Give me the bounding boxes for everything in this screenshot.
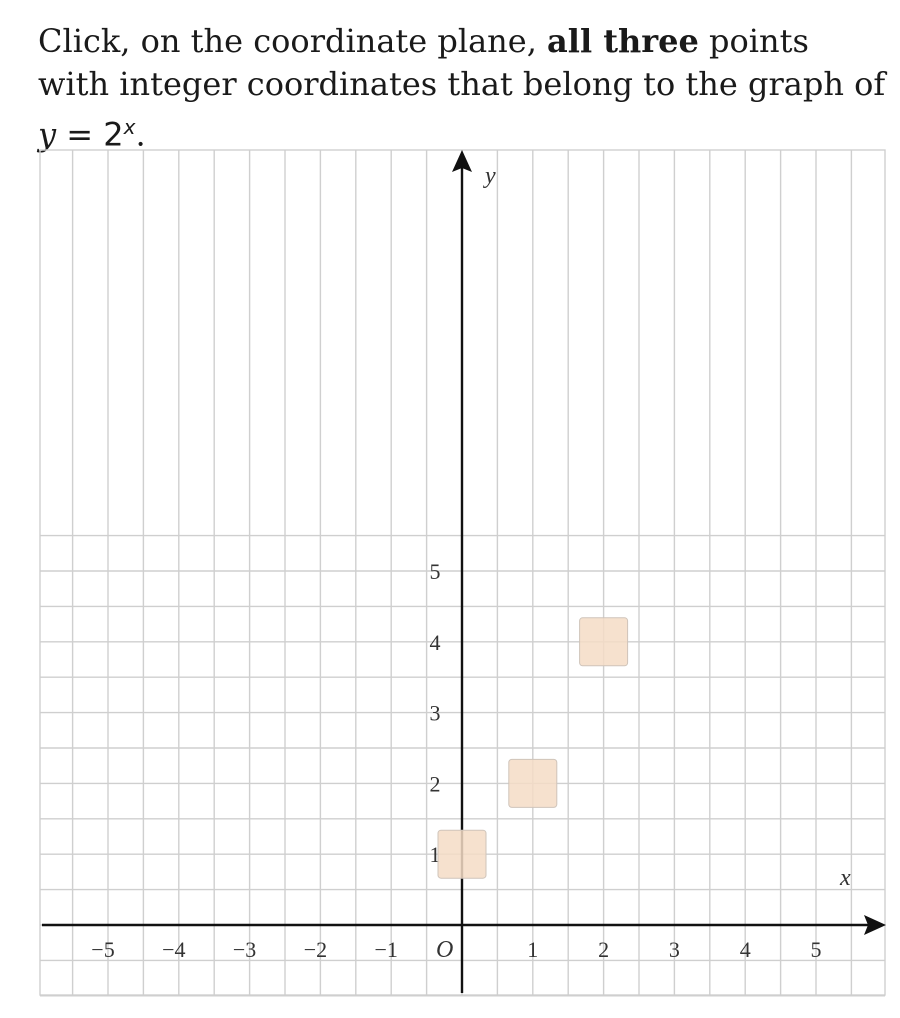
- origin-label: O: [436, 937, 453, 963]
- question-text-before: Click, on the coordinate plane,: [38, 22, 548, 60]
- x-tick-label: 3: [669, 937, 680, 962]
- x-tick-label: −2: [304, 937, 327, 962]
- y-axis-arrow: [452, 150, 472, 172]
- y-tick-label: 1: [430, 842, 441, 867]
- function-exponent: x: [123, 115, 136, 139]
- x-tick-label: −1: [374, 937, 397, 962]
- highlighted-point[interactable]: [508, 758, 558, 808]
- function-variable: y: [38, 115, 57, 154]
- x-tick-label: 5: [811, 937, 822, 962]
- highlighted-point[interactable]: [437, 829, 487, 879]
- question-prompt: Click, on the coordinate plane, all thre…: [38, 20, 888, 157]
- x-axis-arrow: [864, 915, 886, 935]
- y-axis-label: y: [483, 163, 496, 189]
- function-equals: = 2: [56, 115, 124, 154]
- question-emphasis: all three: [547, 22, 699, 60]
- x-tick-label: −3: [233, 937, 256, 962]
- highlighted-point[interactable]: [579, 617, 629, 667]
- y-tick-label: 2: [430, 771, 441, 796]
- x-tick-label: 2: [598, 937, 609, 962]
- y-tick-label: 5: [430, 559, 441, 584]
- tick-labels: −5 −4 −3 −2 −1 1 2 3 4 5 1 2 3 4 5: [91, 559, 821, 962]
- question-text-after: points with integer coordinates that bel…: [38, 22, 886, 103]
- x-tick-label: 4: [740, 937, 751, 962]
- x-axis-label: x: [839, 865, 851, 891]
- x-tick-label: 1: [527, 937, 538, 962]
- y-tick-label: 4: [430, 630, 441, 655]
- function-end: .: [135, 115, 146, 154]
- x-tick-label: −5: [91, 937, 114, 962]
- highlighted-points[interactable]: [437, 617, 629, 879]
- y-tick-label: 3: [430, 701, 441, 726]
- x-tick-label: −4: [162, 937, 185, 962]
- plane-frame: [39, 149, 886, 996]
